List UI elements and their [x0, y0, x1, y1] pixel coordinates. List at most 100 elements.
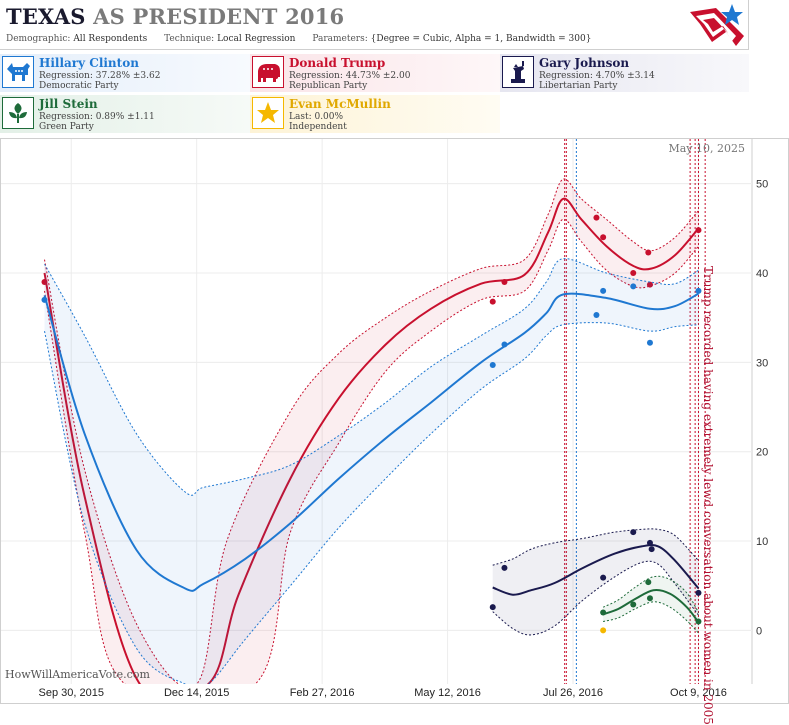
hillary-clinton-confidence-band [44, 258, 699, 684]
plot-layer [41, 139, 706, 684]
x-tick-label: Feb 27, 2016 [290, 687, 355, 699]
jill-stein-trend-line [602, 588, 700, 624]
donkey-icon [2, 56, 34, 88]
candidate-stat: Regression: 4.70% ±3.14 [539, 71, 655, 81]
jill-stein-lower-bound [602, 601, 699, 634]
y-tick-label: 30 [756, 357, 768, 369]
candidate-stat: Regression: 37.28% ±3.62 [39, 71, 161, 81]
candidate-party: Democratic Party [39, 81, 119, 91]
hillary-clinton-poll-point [593, 312, 600, 319]
donald-trump-poll-point [630, 270, 637, 277]
technique-label: Technique: [164, 34, 215, 44]
candidate-name: Donald Trump [289, 56, 386, 70]
legend-card-stein[interactable]: Jill Stein Regression: 0.89% ±1.11 Green… [0, 95, 250, 133]
elephant-icon [252, 56, 284, 88]
candidate-name: Hillary Clinton [39, 56, 139, 70]
jill-stein-upper-bound [602, 575, 699, 613]
gary-johnson-poll-point [648, 546, 655, 553]
donald-trump-poll-point [646, 281, 653, 288]
candidate-stat: Regression: 0.89% ±1.11 [39, 112, 155, 122]
event-annotation: Trump recorded having extremely lewd con… [701, 266, 715, 725]
candidate-party: Independent [289, 122, 347, 132]
donald-trump-poll-point [41, 278, 48, 285]
chart-date-label: May 10, 2025 [668, 142, 745, 155]
candidate-name: Evan McMullin [289, 97, 391, 111]
candidate-stat: Last: 0.00% [289, 112, 344, 122]
hillary-clinton-upper-bound [44, 258, 699, 496]
title-state: TEXAS [6, 4, 86, 29]
donald-trump-poll-point [645, 249, 652, 256]
gary-johnson-poll-point [600, 574, 607, 581]
y-tick-label: 20 [756, 447, 768, 459]
candidate-party: Green Party [39, 122, 94, 132]
x-tick-label: Jul 26, 2016 [543, 687, 603, 699]
legend-card-clinton[interactable]: Hillary Clinton Regression: 37.28% ±3.62… [0, 54, 250, 92]
y-tick-label: 0 [756, 625, 762, 637]
hillary-clinton-poll-point [646, 339, 653, 346]
legend-card-johnson[interactable]: Gary Johnson Regression: 4.70% ±3.14 Lib… [500, 54, 749, 92]
candidate-party: Libertarian Party [539, 81, 618, 91]
hillary-clinton-poll-point [41, 296, 48, 303]
gary-johnson-poll-point [695, 589, 702, 596]
gary-johnson-poll-point [630, 529, 637, 536]
gary-johnson-trend-line [492, 544, 700, 596]
title-rest: AS PRESIDENT 2016 [85, 4, 345, 29]
statue-of-liberty-icon [502, 56, 534, 88]
candidate-name: Jill Stein [39, 97, 98, 111]
donald-trump-poll-point [600, 234, 607, 241]
candidate-name: Gary Johnson [539, 56, 630, 70]
jill-stein-poll-point [600, 609, 607, 616]
jill-stein-poll-point [646, 595, 653, 602]
donald-trump-lower-bound [44, 218, 699, 684]
hillary-clinton-poll-point [489, 362, 496, 369]
technique-value[interactable]: Local Regression [217, 34, 296, 44]
header: TEXAS AS PRESIDENT 2016 Demographic: All… [0, 0, 749, 50]
parameters-value[interactable]: {Degree = Cubic, Alpha = 1, Bandwidth = … [370, 34, 592, 44]
donald-trump-trend-line [43, 197, 700, 684]
gary-johnson-poll-point [646, 539, 653, 546]
star-icon [252, 97, 284, 129]
x-tick-label: Oct 9, 2016 [670, 687, 727, 699]
watermark: HowWillAmericaVote.com [5, 668, 150, 681]
y-tick-label: 50 [756, 179, 768, 191]
donald-trump-confidence-band [44, 178, 699, 684]
demographic-label: Demographic: [6, 34, 71, 44]
hillary-clinton-trend-line [43, 292, 699, 592]
gary-johnson-poll-point [501, 564, 508, 571]
parameters-label: Parameters: [312, 34, 368, 44]
donald-trump-poll-point [593, 214, 600, 221]
hillary-clinton-poll-point [600, 287, 607, 294]
x-tick-label: Sep 30, 2015 [39, 687, 104, 699]
y-tick-label: 10 [756, 536, 768, 548]
donald-trump-poll-point [489, 298, 496, 305]
gary-johnson-confidence-band [492, 528, 699, 635]
jill-stein-confidence-band [603, 576, 699, 634]
leaf-icon [2, 97, 34, 129]
hillary-clinton-poll-point [695, 287, 702, 294]
site-logo-icon[interactable] [686, 2, 746, 48]
donald-trump-poll-point [501, 278, 508, 285]
candidate-stat: Regression: 44.73% ±2.00 [289, 71, 411, 81]
parameter-bar: Demographic: All Respondents Technique: … [6, 34, 591, 44]
hillary-clinton-poll-point [630, 283, 637, 290]
jill-stein-poll-point [695, 618, 702, 625]
x-tick-label: May 12, 2016 [414, 687, 481, 699]
jill-stein-poll-point [630, 601, 637, 608]
y-tick-label: 40 [756, 268, 768, 280]
hillary-clinton-poll-point [501, 341, 508, 348]
donald-trump-poll-point [695, 227, 702, 234]
donald-trump-upper-bound [44, 178, 699, 684]
evan-mcmullin-poll-point [600, 627, 607, 634]
poll-chart[interactable]: 0 10 20 30 40 50 Sep 30, 2015 Dec 14, 2015 Feb 2… [0, 138, 789, 704]
legend-card-mcmullin[interactable]: Evan McMullin Last: 0.00% Independent [250, 95, 500, 133]
x-tick-label: Dec 14, 2015 [164, 687, 229, 699]
page-title: TEXAS AS PRESIDENT 2016 [6, 4, 344, 29]
gary-johnson-poll-point [489, 604, 496, 611]
chart-area[interactable]: 0 10 20 30 40 50 Sep 30, 2015 Dec 14, 2015 Feb 2… [0, 138, 789, 704]
gary-johnson-lower-bound [492, 560, 699, 636]
legend-card-trump[interactable]: Donald Trump Regression: 44.73% ±2.00 Re… [250, 54, 500, 92]
jill-stein-poll-point [645, 579, 652, 586]
candidate-party: Republican Party [289, 81, 368, 91]
hillary-clinton-lower-bound [44, 322, 699, 684]
demographic-value[interactable]: All Respondents [73, 34, 148, 44]
